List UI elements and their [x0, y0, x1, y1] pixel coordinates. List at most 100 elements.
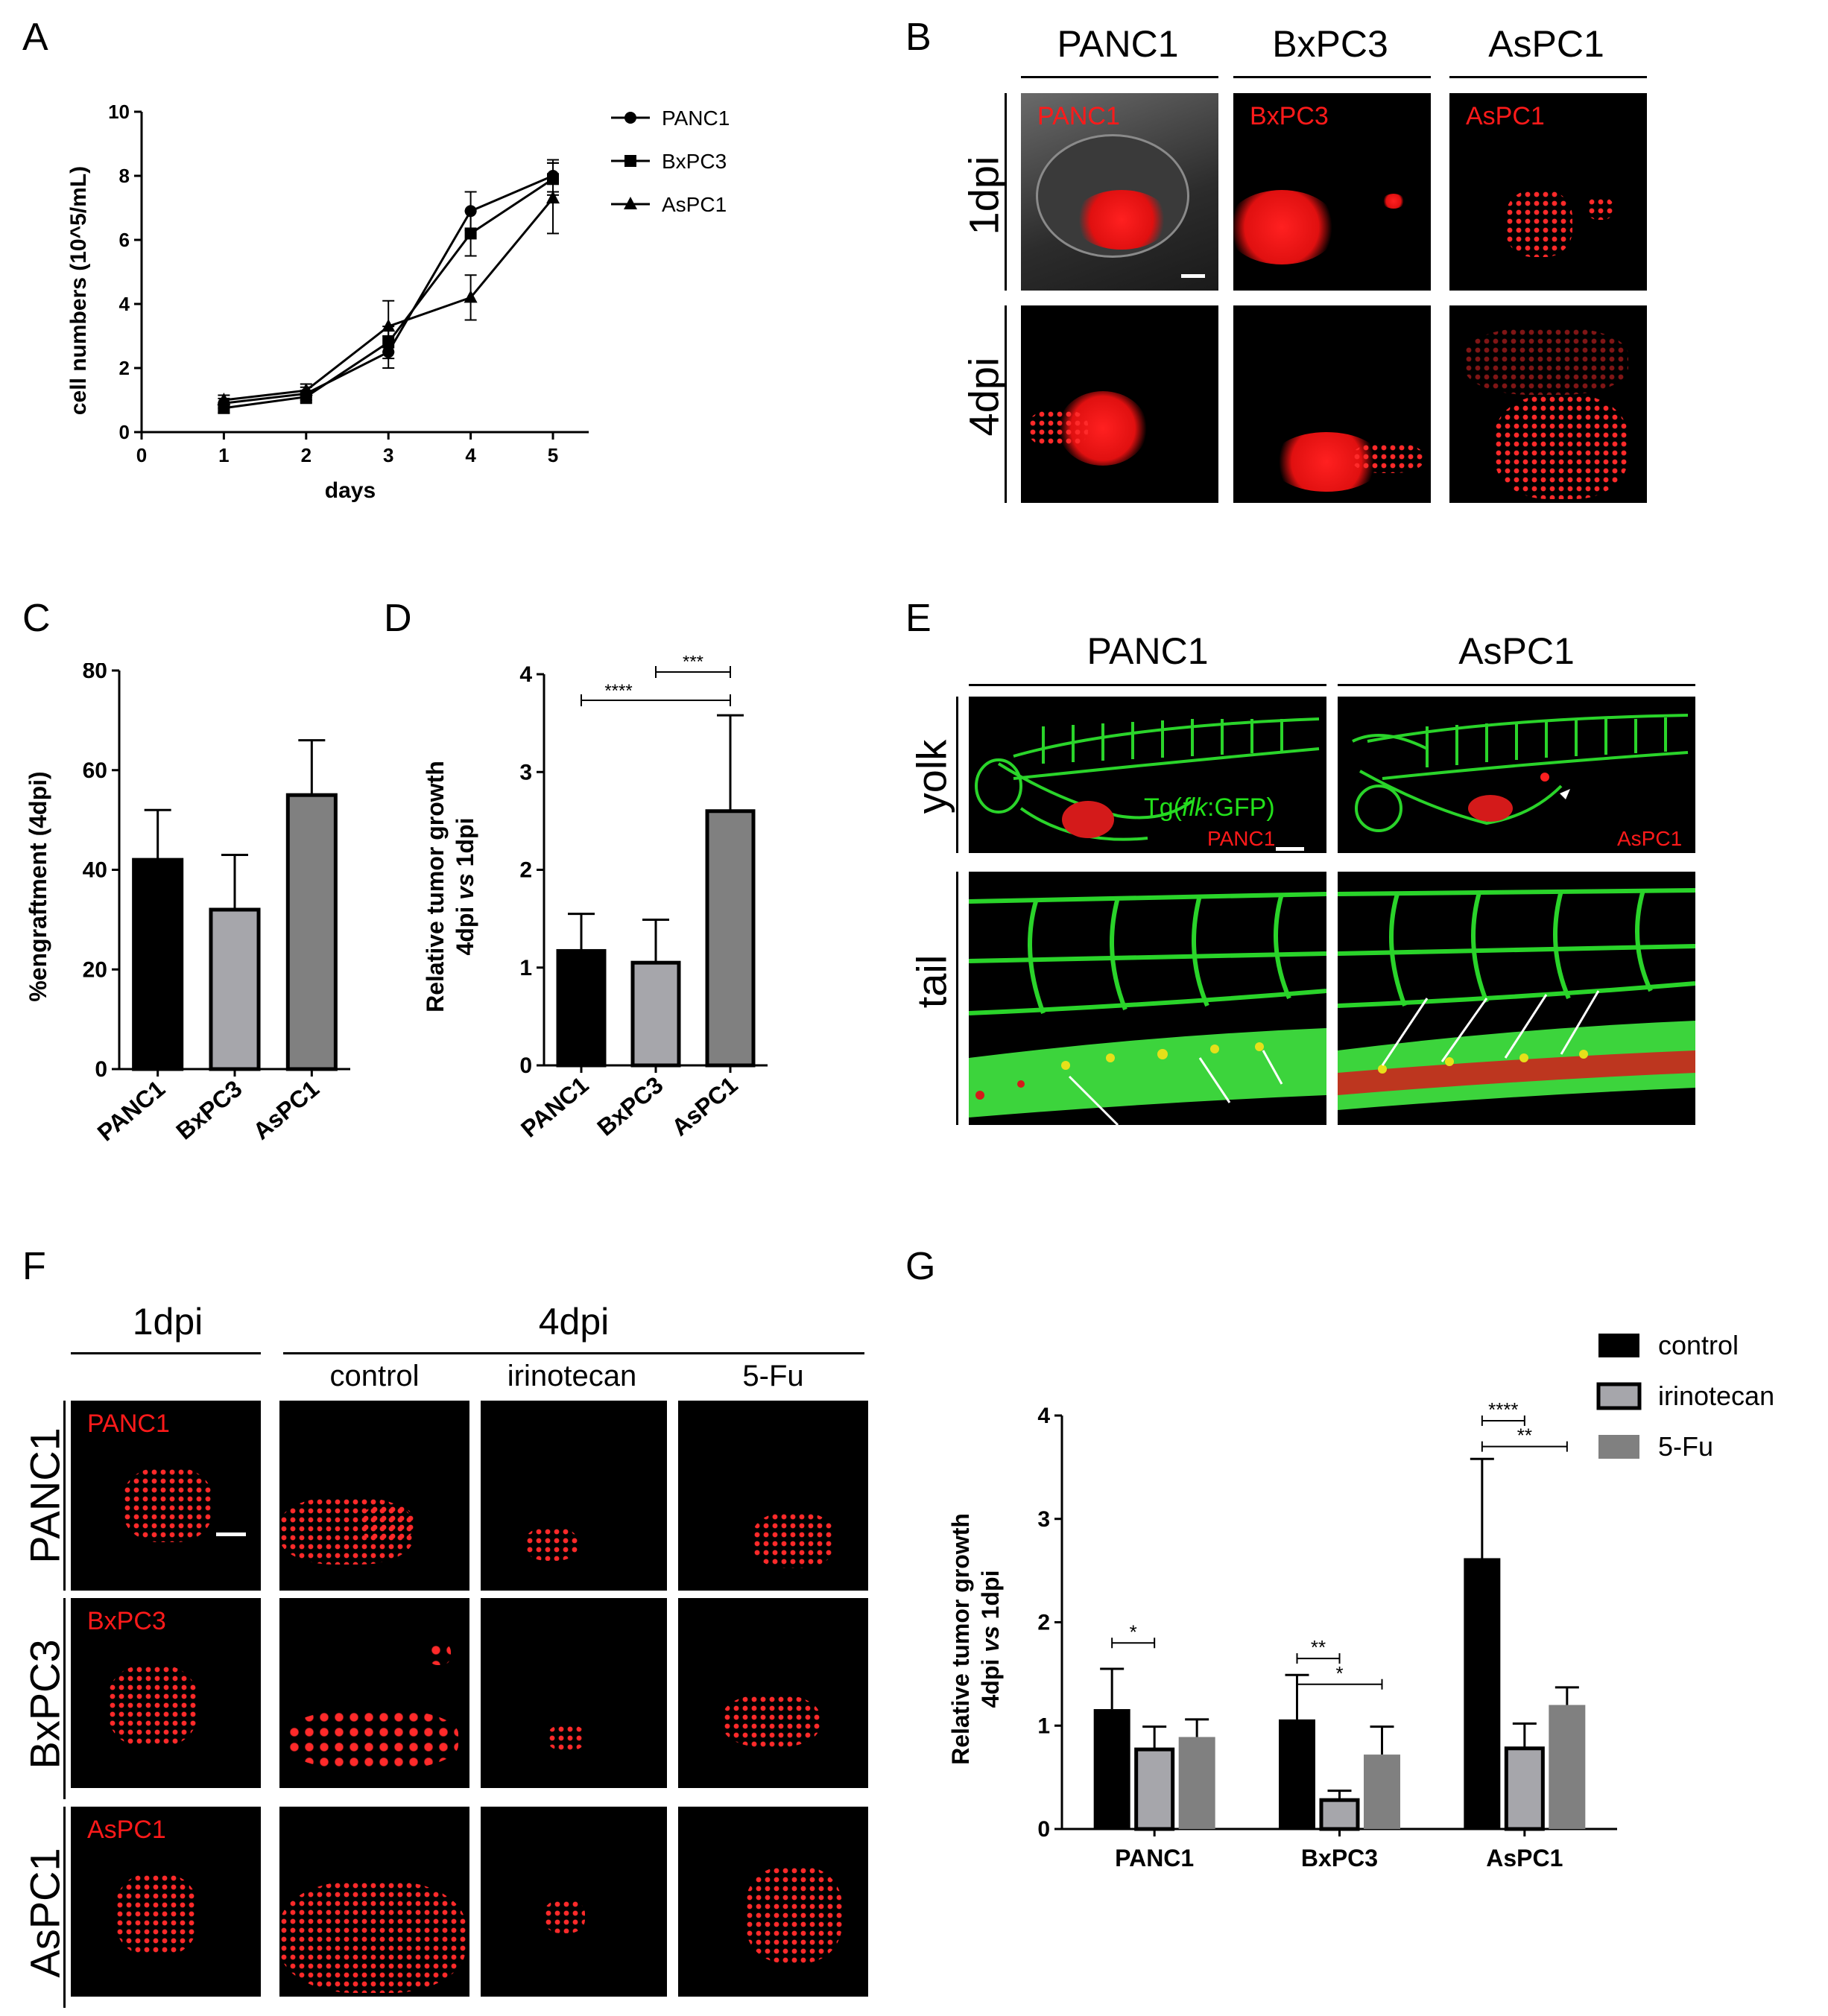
x-tick-label: 5 [548, 444, 558, 466]
tumor-cells [1464, 328, 1628, 395]
vessel-network [1352, 714, 1689, 832]
tumor-cells [1353, 443, 1423, 473]
f-col-header-5fu: 5-Fu [742, 1360, 804, 1392]
y-tick-label: 20 [83, 957, 107, 982]
series-line-bxpc3 [224, 178, 554, 410]
legend-label: AsPC1 [662, 193, 727, 216]
e-col-header-aspc1: AsPC1 [1458, 630, 1575, 672]
data-point [217, 393, 231, 405]
legend-swatch [1596, 1382, 1642, 1410]
y-tick-label: 0 [1037, 1817, 1050, 1842]
tumor-cells [108, 1665, 197, 1747]
legend-marker [624, 155, 636, 167]
f-row-divider [63, 1598, 66, 1799]
scale-bar [216, 1532, 246, 1536]
sig-label: **** [604, 681, 632, 701]
bar-panc1 [132, 858, 184, 1071]
x-tick-label: PANC1 [516, 1071, 593, 1143]
y-tick-label: 60 [83, 758, 107, 783]
x-tick-label: BxPC3 [592, 1071, 668, 1141]
vessel-network [969, 892, 1326, 1125]
f-image-panc1-1dpi: PANC1 [71, 1401, 261, 1591]
legend-label: PANC1 [662, 107, 730, 130]
y-tick-label: 2 [519, 858, 532, 883]
f-col-header-irinotecan: irinotecan [507, 1360, 637, 1392]
e-image-aspc1-yolk: AsPC1 [1338, 697, 1695, 853]
tumor-cells [361, 1505, 414, 1542]
x-tick-label: 4 [465, 444, 476, 466]
x-tick-label: 0 [136, 444, 147, 466]
data-point [299, 383, 313, 396]
f-image-label: PANC1 [87, 1410, 170, 1438]
b-image-bxpc3-1dpi: BxPC3 [1233, 93, 1431, 291]
bar-aspc1 [705, 809, 756, 1068]
b-col-header-aspc1: AsPC1 [1488, 23, 1604, 65]
bar-aspc1-irinotecan [1504, 1746, 1545, 1831]
tumor-cells [428, 1643, 451, 1665]
bar-bxpc3-5-fu [1364, 1755, 1400, 1829]
e-col-header-panc1: PANC1 [1087, 630, 1209, 672]
y-axis-label: Relative tumor growth [422, 761, 449, 1012]
tumor-cells [279, 1881, 466, 1993]
b-image-label: PANC1 [1037, 102, 1120, 130]
b-row-label-1dpi: 1dpi [960, 156, 1008, 235]
legend-label: 5-Fu [1658, 1431, 1713, 1462]
y-tick-label: 0 [95, 1057, 107, 1082]
f-row-label-bxpc3: BxPC3 [21, 1639, 69, 1769]
f-image-aspc1-1dpi: AsPC1 [71, 1807, 261, 1997]
bar-bxpc3 [630, 960, 681, 1068]
bar-panc1-5-fu [1178, 1737, 1215, 1829]
f-image-aspc1-irinotecan [481, 1807, 667, 1997]
x-tick-label: AsPC1 [248, 1075, 324, 1145]
e-image-label: PANC1 [1207, 827, 1276, 850]
panel-label-f: F [22, 1245, 46, 1288]
sig-label: * [1130, 1620, 1137, 1643]
transgene-label: Tg(flk:GFP) [1144, 793, 1275, 822]
legend-marker [624, 197, 637, 209]
y-axis-label: %engraftment (4dpi) [25, 771, 51, 1001]
b-col-header-panc1: PANC1 [1057, 23, 1179, 65]
f-image-aspc1-control [279, 1807, 469, 1997]
bar-aspc1-5-fu [1549, 1705, 1586, 1829]
panel-label-a: A [22, 16, 48, 59]
x-tick-label: AsPC1 [1486, 1845, 1563, 1871]
scale-bar [1276, 847, 1304, 851]
data-point [464, 290, 478, 303]
f-header-4dpi: 4dpi [538, 1301, 610, 1343]
series-line-aspc1 [224, 197, 554, 402]
x-tick-label: 2 [301, 444, 311, 466]
y-tick-label: 3 [1037, 1507, 1050, 1532]
x-tick-label: 3 [383, 444, 393, 466]
vessel-network [975, 717, 1320, 841]
bar-aspc1-control [1464, 1558, 1501, 1829]
panel-label-d: D [384, 597, 412, 640]
bar-bxpc3 [209, 907, 261, 1071]
y-tick-label: 3 [519, 760, 532, 784]
b-image-label: BxPC3 [1250, 102, 1329, 130]
y-tick-label: 0 [119, 421, 130, 443]
drug-response-bar-chart: Relative tumor growth 4dpi vs 1dpi 0 1 2 3 4… [947, 1330, 1774, 1871]
bar-bxpc3-irinotecan [1319, 1798, 1360, 1831]
bar-panc1-irinotecan [1134, 1747, 1175, 1831]
bar-aspc1 [285, 793, 338, 1071]
sig-label: ** [1311, 1636, 1326, 1658]
tumor-cells [1587, 197, 1613, 220]
f-image-label: AsPC1 [87, 1816, 166, 1844]
bar-panc1 [556, 948, 607, 1068]
e-row-divider [956, 697, 958, 853]
panel-label-e: E [905, 597, 932, 640]
b-header-underline [1233, 76, 1431, 78]
b-image-label: AsPC1 [1466, 102, 1545, 130]
x-tick-label: 1 [218, 444, 229, 466]
scale-bar [1181, 274, 1205, 278]
b-image-aspc1-1dpi: AsPC1 [1449, 93, 1647, 291]
data-point [382, 319, 396, 332]
y-axis-label-line2: 4dpi vs 1dpi [452, 818, 478, 956]
b-row-divider [1005, 93, 1007, 291]
legend-swatch [1598, 1334, 1639, 1357]
engraftment-bar-chart: %engraftment (4dpi) 0 20 40 60 80 PANC1 BxPC3 A… [25, 663, 350, 1147]
series-line-panc1 [224, 174, 554, 405]
b-header-underline [1021, 76, 1218, 78]
y-tick-label: 1 [1037, 1714, 1050, 1738]
y-axis-label: Relative tumor growth [947, 1513, 974, 1765]
